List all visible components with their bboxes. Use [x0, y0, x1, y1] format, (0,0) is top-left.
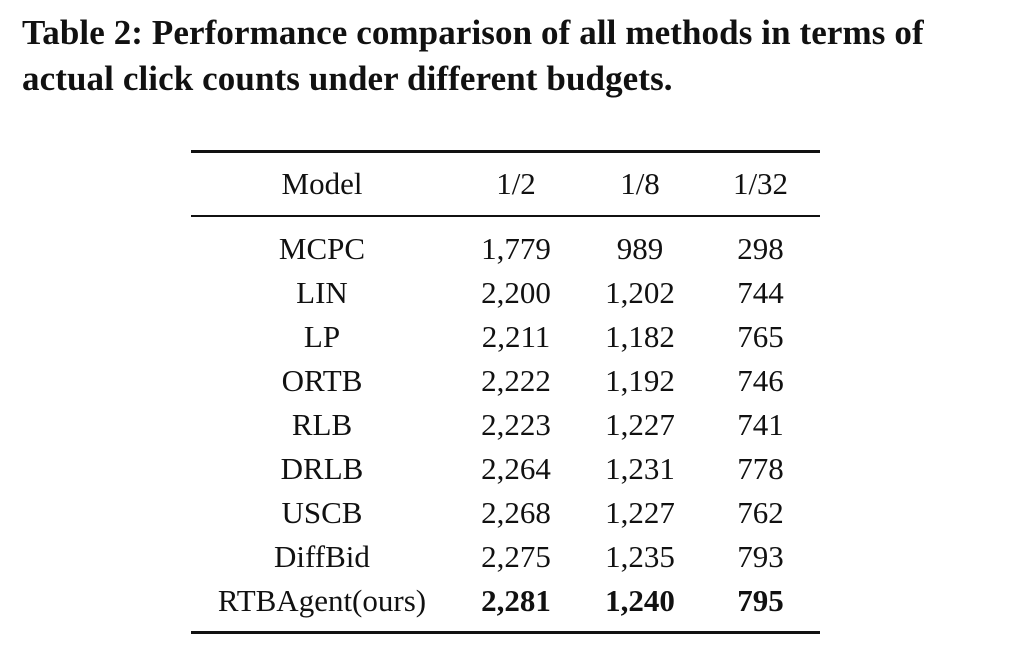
table-row: LIN 2,200 1,202 744	[191, 271, 820, 315]
value-budget-1-32: 741	[737, 407, 784, 442]
table-caption: Table 2: Performance comparison of all m…	[22, 13, 924, 98]
value-budget-1-32: 765	[737, 319, 784, 354]
value-budget-1-2: 2,264	[481, 451, 551, 486]
header-model: Model	[281, 166, 363, 201]
value-budget-1-32: 744	[737, 275, 784, 310]
header-budget-1-8: 1/8	[620, 166, 660, 201]
table-row: RLB 2,223 1,227 741	[191, 403, 820, 447]
value-budget-1-8: 1,235	[605, 539, 675, 574]
value-budget-1-2: 2,281	[481, 583, 551, 618]
value-budget-1-8: 1,192	[605, 363, 675, 398]
model-name: DiffBid	[274, 539, 370, 574]
value-budget-1-2: 1,779	[481, 231, 551, 266]
value-budget-1-8: 989	[616, 231, 664, 266]
value-budget-1-8: 1,227	[605, 495, 675, 530]
value-budget-1-2: 2,268	[481, 495, 551, 530]
table-row: ORTB 2,222 1,192 746	[191, 359, 820, 403]
value-budget-1-32: 793	[737, 539, 784, 574]
model-name: LP	[303, 319, 341, 354]
model-name: LIN	[296, 275, 348, 310]
value-budget-1-32: 762	[737, 495, 784, 530]
value-budget-1-2: 2,275	[481, 539, 551, 574]
header-budget-1-2: 1/2	[496, 166, 536, 201]
model-name: RLB	[291, 407, 353, 442]
value-budget-1-2: 2,222	[481, 363, 551, 398]
value-budget-1-32: 795	[737, 583, 784, 618]
results-table-container: Model 1/2 1/8 1/32 MCPC 1,779 989 298 LI…	[191, 150, 820, 634]
value-budget-1-32: 298	[737, 231, 784, 266]
table-row: DRLB 2,264 1,231 778	[191, 447, 820, 491]
table-row: MCPC 1,779 989 298	[191, 216, 820, 271]
value-budget-1-8: 1,202	[605, 275, 675, 310]
table-row: USCB 2,268 1,227 762	[191, 491, 820, 535]
value-budget-1-8: 1,231	[605, 451, 675, 486]
model-name: MCPC	[278, 231, 366, 266]
value-budget-1-32: 746	[737, 363, 784, 398]
value-budget-1-8: 1,182	[605, 319, 675, 354]
value-budget-1-2: 2,211	[481, 319, 551, 354]
table-row: DiffBid 2,275 1,235 793	[191, 535, 820, 579]
model-name: ORTB	[281, 363, 363, 398]
table-row-best: RTBAgent(ours) 2,281 1,240 795	[191, 579, 820, 633]
results-table: Model 1/2 1/8 1/32 MCPC 1,779 989 298 LI…	[191, 150, 820, 634]
model-name: RTBAgent(ours)	[217, 583, 427, 618]
value-budget-1-8: 1,227	[605, 407, 675, 442]
model-name: DRLB	[280, 451, 364, 486]
header-budget-1-32: 1/32	[732, 166, 789, 201]
table-row: LP 2,211 1,182 765	[191, 315, 820, 359]
table-header-row: Model 1/2 1/8 1/32	[191, 151, 820, 216]
value-budget-1-2: 2,200	[481, 275, 551, 310]
model-name: USCB	[281, 495, 363, 530]
value-budget-1-32: 778	[737, 451, 784, 486]
value-budget-1-8: 1,240	[605, 583, 675, 618]
value-budget-1-2: 2,223	[481, 407, 551, 442]
